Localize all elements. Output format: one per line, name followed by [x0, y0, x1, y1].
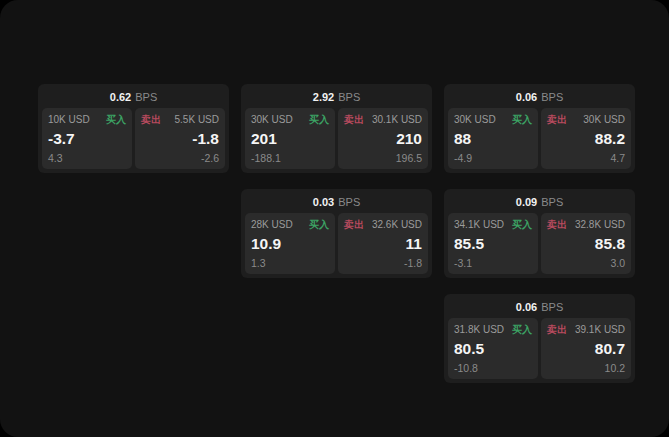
buy-panel[interactable]: 30K USD 买入 88 -4.9 [448, 108, 538, 169]
bps-unit-label: BPS [541, 91, 563, 103]
bps-unit-label: BPS [541, 196, 563, 208]
sell-panel[interactable]: 卖出 39.1K USD 80.7 10.2 [541, 318, 631, 379]
quote-card[interactable]: 0.09 BPS 34.1K USD 买入 85.5 -3.1 卖出 32.8K… [444, 189, 635, 278]
sell-price: 11 [344, 236, 422, 252]
buy-side-label: 买入 [106, 115, 126, 125]
sell-panel[interactable]: 卖出 5.5K USD -1.8 -2.6 [135, 108, 225, 169]
buy-amount: 30K USD [251, 115, 293, 125]
sell-price: 88.2 [547, 131, 625, 147]
sell-amount: 32.6K USD [372, 220, 422, 230]
sell-side-label: 卖出 [547, 325, 567, 335]
buy-side-label: 买入 [309, 115, 329, 125]
sell-side-label: 卖出 [344, 220, 364, 230]
buy-panel[interactable]: 31.8K USD 买入 80.5 -10.8 [448, 318, 538, 379]
buy-panel[interactable]: 28K USD 买入 10.9 1.3 [245, 213, 335, 274]
buy-amount: 28K USD [251, 220, 293, 230]
card-header: 0.06 BPS [448, 89, 631, 105]
buy-price: 80.5 [454, 341, 532, 357]
quote-card[interactable]: 0.06 BPS 30K USD 买入 88 -4.9 卖出 30K USD [444, 84, 635, 173]
sell-panel[interactable]: 卖出 30.1K USD 210 196.5 [338, 108, 428, 169]
buy-sub-value: -188.1 [251, 153, 329, 164]
bps-unit-label: BPS [541, 301, 563, 313]
buy-amount: 31.8K USD [454, 325, 504, 335]
sell-sub-value: 3.0 [547, 258, 625, 269]
sell-side-label: 卖出 [344, 115, 364, 125]
buy-price: -3.7 [48, 131, 126, 147]
sell-amount: 30K USD [583, 115, 625, 125]
buy-price: 201 [251, 131, 329, 147]
sell-sub-value: -1.8 [344, 258, 422, 269]
bps-value: 2.92 [313, 91, 334, 103]
buy-sub-value: -4.9 [454, 153, 532, 164]
quote-card[interactable]: 2.92 BPS 30K USD 买入 201 -188.1 卖出 30.1K … [241, 84, 432, 173]
sell-amount: 39.1K USD [575, 325, 625, 335]
sell-amount: 5.5K USD [175, 115, 219, 125]
sell-side-label: 卖出 [141, 115, 161, 125]
sell-amount: 32.8K USD [575, 220, 625, 230]
buy-sub-value: 4.3 [48, 153, 126, 164]
card-header: 0.06 BPS [448, 299, 631, 315]
buy-side-label: 买入 [512, 115, 532, 125]
buy-amount: 30K USD [454, 115, 496, 125]
buy-panel[interactable]: 10K USD 买入 -3.7 4.3 [42, 108, 132, 169]
bps-value: 0.09 [516, 196, 537, 208]
sell-price: 85.8 [547, 236, 625, 252]
buy-amount: 34.1K USD [454, 220, 504, 230]
buy-sub-value: -3.1 [454, 258, 532, 269]
card-header: 0.03 BPS [245, 194, 428, 210]
quote-card[interactable]: 0.06 BPS 31.8K USD 买入 80.5 -10.8 卖出 39.1… [444, 294, 635, 383]
sell-sub-value: 4.7 [547, 153, 625, 164]
buy-panel[interactable]: 30K USD 买入 201 -188.1 [245, 108, 335, 169]
card-header: 2.92 BPS [245, 89, 428, 105]
buy-sub-value: 1.3 [251, 258, 329, 269]
sell-panel[interactable]: 卖出 32.8K USD 85.8 3.0 [541, 213, 631, 274]
bps-value: 0.62 [110, 91, 131, 103]
card-header: 0.09 BPS [448, 194, 631, 210]
bps-unit-label: BPS [338, 196, 360, 208]
bps-value: 0.03 [313, 196, 334, 208]
buy-price: 10.9 [251, 236, 329, 252]
sell-price: -1.8 [141, 131, 219, 147]
bps-unit-label: BPS [135, 91, 157, 103]
buy-panel[interactable]: 34.1K USD 买入 85.5 -3.1 [448, 213, 538, 274]
bps-value: 0.06 [516, 91, 537, 103]
sell-panel[interactable]: 卖出 30K USD 88.2 4.7 [541, 108, 631, 169]
buy-side-label: 买入 [512, 325, 532, 335]
sell-side-label: 卖出 [547, 115, 567, 125]
sell-panel[interactable]: 卖出 32.6K USD 11 -1.8 [338, 213, 428, 274]
card-header: 0.62 BPS [42, 89, 225, 105]
sell-sub-value: -2.6 [141, 153, 219, 164]
sell-sub-value: 196.5 [344, 153, 422, 164]
buy-amount: 10K USD [48, 115, 90, 125]
sell-price: 210 [344, 131, 422, 147]
buy-side-label: 买入 [309, 220, 329, 230]
quote-card[interactable]: 0.03 BPS 28K USD 买入 10.9 1.3 卖出 32.6K US… [241, 189, 432, 278]
bps-unit-label: BPS [338, 91, 360, 103]
cards-grid: 0.62 BPS 10K USD 买入 -3.7 4.3 卖出 5.5K USD [38, 84, 635, 383]
buy-price: 88 [454, 131, 532, 147]
buy-price: 85.5 [454, 236, 532, 252]
sell-amount: 30.1K USD [372, 115, 422, 125]
sell-side-label: 卖出 [547, 220, 567, 230]
quote-card[interactable]: 0.62 BPS 10K USD 买入 -3.7 4.3 卖出 5.5K USD [38, 84, 229, 173]
sell-sub-value: 10.2 [547, 363, 625, 374]
app-background: 0.62 BPS 10K USD 买入 -3.7 4.3 卖出 5.5K USD [0, 0, 669, 437]
buy-side-label: 买入 [512, 220, 532, 230]
sell-price: 80.7 [547, 341, 625, 357]
bps-value: 0.06 [516, 301, 537, 313]
buy-sub-value: -10.8 [454, 363, 532, 374]
